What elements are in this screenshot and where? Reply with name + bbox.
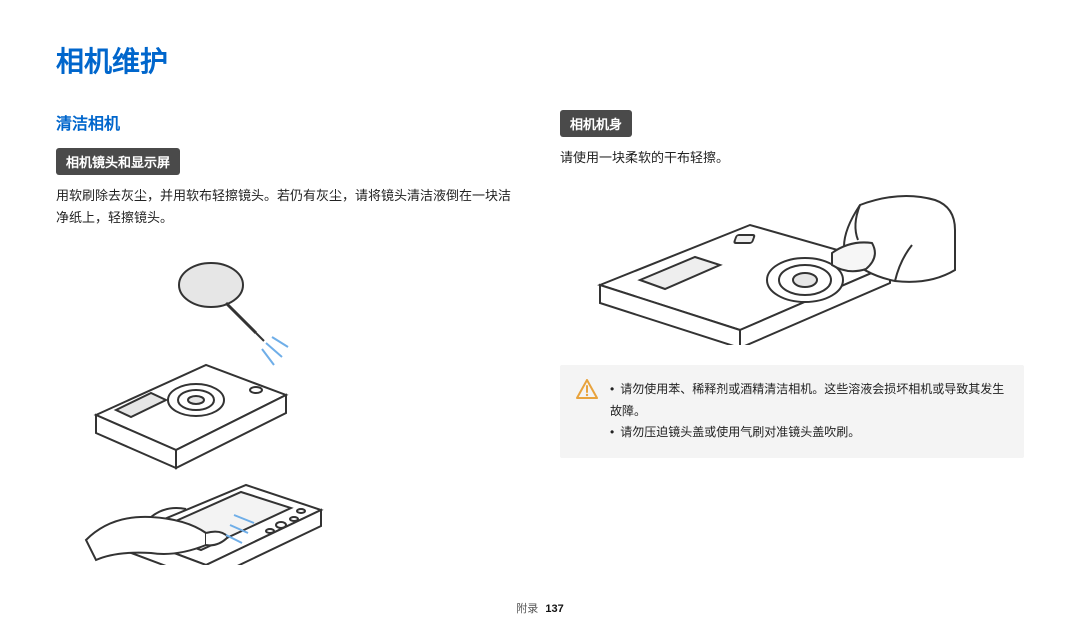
warning-box: 请勿使用苯、稀释剂或酒精清洁相机。这些溶液会损坏相机或导致其发生故障。 请勿压迫…: [560, 365, 1024, 458]
footer-label: 附录: [516, 603, 538, 615]
page-title: 相机维护: [56, 40, 1024, 80]
page-footer: 附录 137: [0, 600, 1080, 616]
warning-icon: [576, 379, 598, 404]
illustration-wipe-body: [560, 185, 1024, 345]
warning-item: 请勿使用苯、稀释剂或酒精清洁相机。这些溶液会损坏相机或导致其发生故障。: [610, 379, 1008, 422]
illustration-blower-camera: [56, 245, 520, 565]
section-title-cleaning: 清洁相机: [56, 110, 520, 134]
text-body-cleaning: 请使用一块柔软的干布轻擦。: [560, 147, 1024, 169]
label-lens-display: 相机镜头和显示屏: [56, 148, 180, 175]
right-column: 相机机身 请使用一块柔软的干布轻擦。: [560, 110, 1024, 575]
warning-item: 请勿压迫镜头盖或使用气刷对准镜头盖吹刷。: [610, 422, 1008, 444]
footer-page-number: 137: [545, 603, 563, 615]
text-lens-cleaning: 用软刷除去灰尘，并用软布轻擦镜头。若仍有灰尘，请将镜头清洁液倒在一块洁净纸上，轻…: [56, 185, 520, 229]
warning-list: 请勿使用苯、稀释剂或酒精清洁相机。这些溶液会损坏相机或导致其发生故障。 请勿压迫…: [610, 379, 1008, 444]
content-columns: 清洁相机 相机镜头和显示屏 用软刷除去灰尘，并用软布轻擦镜头。若仍有灰尘，请将镜…: [56, 110, 1024, 575]
label-camera-body: 相机机身: [560, 110, 632, 137]
left-column: 清洁相机 相机镜头和显示屏 用软刷除去灰尘，并用软布轻擦镜头。若仍有灰尘，请将镜…: [56, 110, 520, 575]
